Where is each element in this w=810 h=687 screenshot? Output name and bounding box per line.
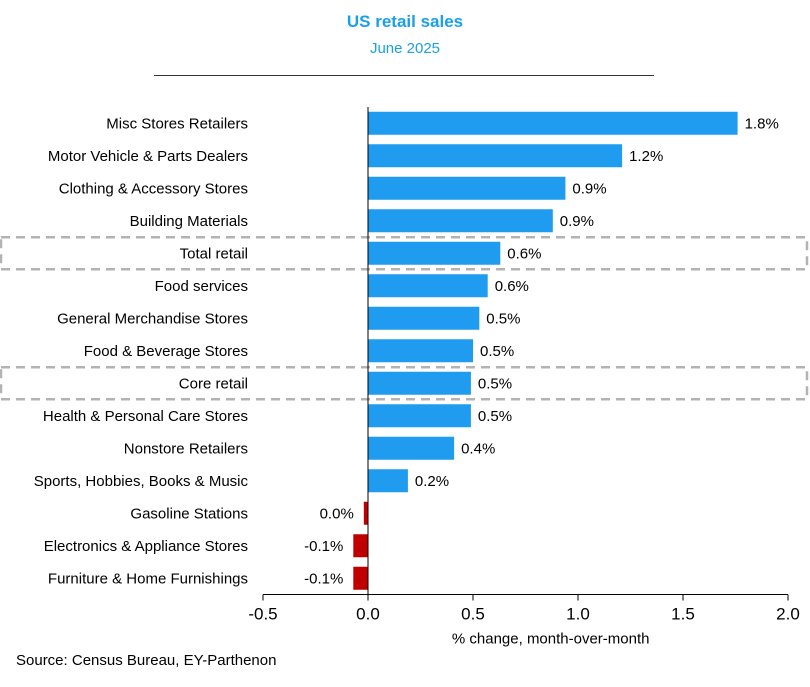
category-label: Misc Stores Retailers — [106, 115, 248, 132]
data-label: 0.6% — [507, 245, 541, 262]
x-tick-label: 0.5 — [461, 605, 485, 624]
bar — [368, 306, 480, 330]
x-tick-label: 1.0 — [566, 605, 590, 624]
category-label: Nonstore Retailers — [124, 440, 248, 457]
chart-subtitle: June 2025 — [369, 40, 441, 57]
category-label: Motor Vehicle & Parts Dealers — [48, 148, 248, 165]
category-label: Electronics & Appliance Stores — [44, 538, 248, 555]
x-tick-label: 2.0 — [776, 605, 800, 624]
data-label: 1.8% — [745, 115, 779, 132]
category-label: Gasoline Stations — [130, 505, 248, 522]
bar — [368, 176, 566, 200]
bar — [368, 144, 623, 168]
x-tick-label: -0.5 — [248, 605, 277, 624]
category-label: Clothing & Accessory Stores — [59, 180, 248, 197]
category-label: Food & Beverage Stores — [84, 343, 248, 360]
data-label: 0.4% — [461, 440, 495, 457]
data-label: 1.2% — [629, 148, 663, 165]
bar — [353, 534, 368, 558]
chart-title: US retail sales — [346, 12, 464, 31]
category-label: Food services — [155, 278, 248, 295]
data-label: 0.5% — [478, 408, 512, 425]
data-label: 0.2% — [415, 473, 449, 490]
bar — [368, 371, 471, 395]
category-label: Furniture & Home Furnishings — [48, 570, 248, 587]
bar — [368, 436, 455, 460]
category-label: Total retail — [180, 245, 248, 262]
bar — [353, 566, 368, 590]
category-label: Building Materials — [130, 213, 248, 230]
data-label: 0.9% — [572, 180, 606, 197]
x-tick-label: 1.5 — [671, 605, 695, 624]
category-label: General Merchandise Stores — [57, 310, 248, 327]
data-label: 0.5% — [480, 343, 514, 360]
x-tick-label: 0.0 — [356, 605, 380, 624]
data-label: -0.1% — [304, 538, 343, 555]
bar — [368, 241, 501, 265]
category-label: Sports, Hobbies, Books & Music — [34, 473, 249, 490]
data-label: -0.1% — [304, 570, 343, 587]
source-note: Source: Census Bureau, EY-Parthenon — [16, 652, 277, 669]
data-label: 0.5% — [486, 310, 520, 327]
bar — [363, 501, 368, 525]
x-axis-title: % change, month-over-month — [452, 631, 650, 648]
bar — [368, 469, 408, 493]
data-label: 0.6% — [495, 278, 529, 295]
bar — [368, 111, 738, 135]
category-label: Core retail — [179, 375, 248, 392]
title-divider — [154, 75, 654, 76]
bar — [368, 209, 553, 233]
bar — [368, 274, 488, 298]
data-label: 0.0% — [320, 505, 354, 522]
bar — [368, 404, 471, 428]
category-label: Health & Personal Care Stores — [43, 408, 248, 425]
data-label: 0.5% — [478, 375, 512, 392]
data-label: 0.9% — [560, 213, 594, 230]
bar — [368, 339, 473, 363]
